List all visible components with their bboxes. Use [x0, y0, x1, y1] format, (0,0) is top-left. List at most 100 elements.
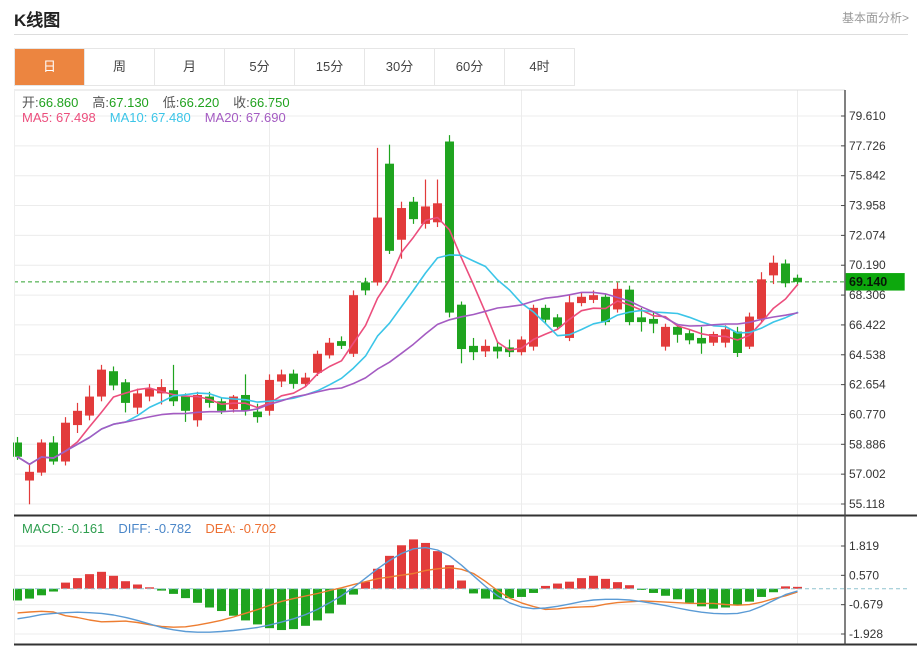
header-divider — [14, 34, 908, 35]
candle — [349, 295, 358, 354]
ma20-line — [16, 291, 799, 466]
macd-bar — [793, 586, 802, 589]
macd-bar — [577, 578, 586, 589]
macd-bar — [409, 539, 418, 589]
axis-tick-label: 66.422 — [849, 318, 886, 332]
candle — [289, 373, 298, 384]
macd-bar — [589, 575, 598, 589]
macd-bar — [553, 583, 562, 589]
macd-bar — [193, 588, 202, 603]
macd-bar — [565, 581, 574, 589]
macd-bar — [181, 588, 190, 599]
candle — [529, 307, 538, 347]
candle — [445, 141, 454, 313]
axis-tick-label: 72.074 — [849, 228, 886, 242]
tab-60min[interactable]: 60分 — [435, 49, 505, 85]
candle — [337, 341, 346, 346]
fundamental-analysis-link[interactable]: 基本面分析> — [841, 11, 909, 25]
candle — [313, 353, 322, 373]
candle — [157, 387, 166, 394]
candle — [541, 307, 550, 320]
macd-bar — [637, 588, 646, 590]
axis-tick-label: 0.570 — [849, 568, 879, 582]
candle — [325, 342, 334, 356]
axis-tick-label: 73.958 — [849, 199, 886, 213]
candle — [277, 374, 286, 382]
candle — [109, 371, 118, 386]
macd-bar — [109, 575, 118, 589]
candle — [601, 296, 610, 323]
macd-histogram — [13, 539, 802, 631]
candle — [361, 282, 370, 291]
period-tabs: 日 周 月 5分 15分 30分 60分 4时 — [14, 48, 575, 86]
candle — [85, 396, 94, 416]
macd-bar — [49, 588, 58, 592]
candle — [769, 262, 778, 276]
diff-line — [17, 546, 798, 633]
tab-5min[interactable]: 5分 — [225, 49, 295, 85]
axis-tick-label: 68.306 — [849, 288, 886, 302]
candle — [517, 339, 526, 353]
axis-tick-label: 64.538 — [849, 348, 886, 362]
macd-bar — [769, 588, 778, 593]
macd-bar — [121, 581, 130, 589]
candle — [577, 296, 586, 304]
macd-bar — [745, 588, 754, 602]
macd-bar — [37, 588, 46, 596]
macd-bar — [505, 588, 514, 599]
last-price-tag: 69.140 — [845, 273, 905, 291]
macd-bar — [205, 588, 214, 608]
macd-bar — [613, 582, 622, 589]
y-axis-labels: 79.610 77.726 75.842 73.958 72.074 70.190 68.3… — [841, 109, 886, 641]
candle — [61, 422, 70, 462]
macd-bar — [289, 588, 298, 630]
candle — [421, 206, 430, 224]
tab-15min[interactable]: 15分 — [295, 49, 365, 85]
axis-tick-label: -0.679 — [849, 598, 883, 612]
macd-bar — [157, 588, 166, 591]
macd-bar — [313, 588, 322, 621]
tab-day[interactable]: 日 — [15, 49, 85, 85]
macd-bar — [253, 588, 262, 625]
macd-bar — [733, 588, 742, 606]
candle — [253, 411, 262, 418]
macd-bar — [13, 588, 22, 601]
macd-bar — [673, 588, 682, 600]
macd-bar — [97, 571, 106, 589]
tab-week[interactable]: 周 — [85, 49, 155, 85]
macd-bar — [385, 555, 394, 589]
candle — [781, 263, 790, 284]
candle — [661, 326, 670, 347]
axis-tick-label: 62.654 — [849, 378, 886, 392]
candle — [409, 201, 418, 220]
macd-bar — [445, 565, 454, 589]
macd-bar — [469, 588, 478, 594]
candle — [13, 442, 22, 457]
macd-bar — [217, 588, 226, 612]
tab-month[interactable]: 月 — [155, 49, 225, 85]
tab-4hour[interactable]: 4时 — [529, 59, 550, 74]
candle — [457, 304, 466, 350]
macd-bar — [337, 588, 346, 605]
candle — [685, 333, 694, 341]
macd-bar — [301, 588, 310, 626]
axis-tick-label: 77.726 — [849, 139, 886, 153]
macd-bar — [457, 580, 466, 589]
candle — [49, 442, 58, 462]
kline-chart-svg[interactable]: 79.610 77.726 75.842 73.958 72.074 70.190 68.3… — [0, 86, 917, 647]
axis-tick-label: 57.002 — [849, 467, 886, 481]
candle — [145, 388, 154, 397]
last-price-tag-value: 69.140 — [849, 275, 887, 289]
macd-bar — [229, 588, 238, 616]
tab-30min[interactable]: 30分 — [365, 49, 435, 85]
macd-bar — [349, 588, 358, 595]
ma5-line — [16, 216, 799, 466]
macd-bar — [649, 588, 658, 593]
last-price-tag-bg — [845, 273, 905, 291]
candle — [193, 394, 202, 421]
candle — [469, 345, 478, 353]
macd-bar — [277, 588, 286, 631]
candle — [217, 401, 226, 411]
macd-bar — [265, 588, 274, 629]
